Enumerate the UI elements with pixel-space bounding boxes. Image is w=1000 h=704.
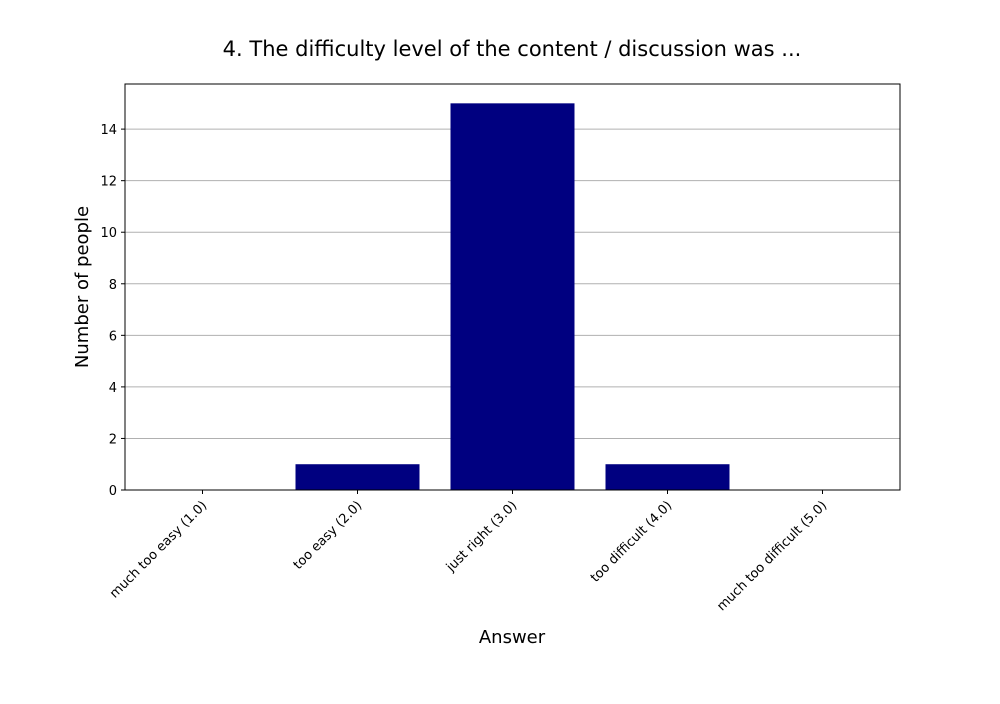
bar: [450, 103, 575, 490]
y-tick-label: 8: [109, 278, 117, 293]
y-axis-ticks: 0 2 4 6 8 10 12 14: [100, 123, 125, 499]
y-tick-label: 4: [109, 381, 117, 396]
chart-title: 4. The difficulty level of the content /…: [223, 37, 802, 61]
y-tick-label: 12: [100, 175, 117, 190]
y-tick-label: 6: [109, 329, 117, 344]
bar: [605, 464, 730, 490]
y-tick-label: 0: [109, 484, 117, 499]
bar: [295, 464, 420, 490]
y-tick-label: 2: [109, 432, 117, 447]
x-axis-ticks: much too easy (1.0) too easy (2.0) just ri…: [107, 490, 830, 614]
y-tick-label: 14: [100, 123, 117, 138]
x-axis-label: Answer: [479, 627, 546, 648]
bars: [295, 103, 730, 490]
x-tick-label: too easy (2.0): [291, 498, 366, 573]
x-tick-label: much too difficult (5.0): [714, 498, 830, 614]
y-axis-label: Number of people: [72, 206, 93, 368]
x-tick-label: just right (3.0): [443, 498, 520, 575]
x-tick-label: much too easy (1.0): [107, 498, 210, 601]
x-tick-label: too difficult (4.0): [588, 498, 675, 585]
y-tick-label: 10: [100, 226, 117, 241]
